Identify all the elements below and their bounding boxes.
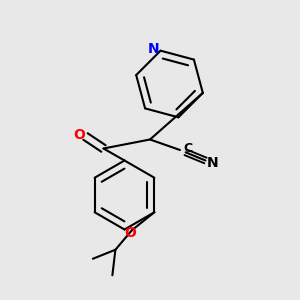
Text: C: C	[183, 142, 192, 155]
Text: O: O	[73, 128, 85, 142]
Text: O: O	[124, 226, 136, 240]
Text: N: N	[147, 42, 159, 56]
Text: N: N	[207, 156, 219, 170]
